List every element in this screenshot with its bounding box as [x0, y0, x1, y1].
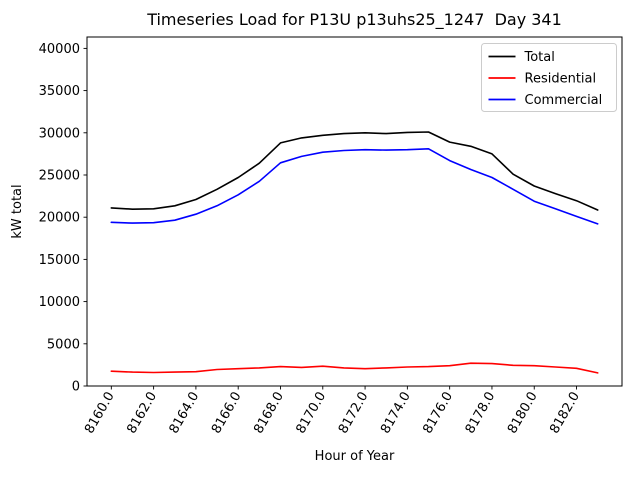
y-tick-label: 40000 [39, 42, 80, 57]
y-tick-label: 15000 [39, 253, 80, 268]
series-line-commercial [110, 148, 599, 225]
x-tick-label: 8180.0 [505, 390, 541, 437]
legend-box [481, 43, 617, 112]
x-tick-label: 8170.0 [294, 390, 330, 437]
legend-label-commercial: Commercial [525, 93, 603, 108]
x-tick-label: 8162.0 [124, 390, 160, 437]
x-tick-label: 8174.0 [378, 390, 414, 437]
y-tick-label: 0 [72, 380, 80, 395]
y-axis-label: kW total [10, 184, 25, 238]
y-tick-label: 20000 [39, 211, 80, 226]
legend-label-total: Total [524, 50, 555, 65]
x-tick-label: 8160.0 [82, 390, 118, 437]
x-tick-label: 8166.0 [209, 390, 245, 437]
series-line-total [110, 131, 599, 211]
legend-label-residential: Residential [525, 72, 597, 87]
x-tick-label: 8164.0 [167, 390, 203, 437]
x-tick-label: 8178.0 [463, 390, 499, 437]
y-tick-label: 10000 [39, 295, 80, 310]
y-tick-label: 25000 [39, 168, 80, 183]
plot-frame [86, 36, 623, 387]
x-axis-label: Hour of Year [315, 449, 395, 464]
y-tick-label: 35000 [39, 84, 80, 99]
series-line-residential [110, 362, 599, 374]
x-tick-label: 8168.0 [251, 390, 287, 437]
y-tick-label: 30000 [39, 126, 80, 141]
x-tick-label: 8176.0 [420, 390, 456, 437]
x-tick-label: 8172.0 [336, 390, 372, 437]
chart-title: Timeseries Load for P13U p13uhs25_1247 D… [146, 10, 562, 30]
y-tick-label: 5000 [47, 337, 80, 352]
x-tick-label: 8182.0 [547, 390, 583, 437]
